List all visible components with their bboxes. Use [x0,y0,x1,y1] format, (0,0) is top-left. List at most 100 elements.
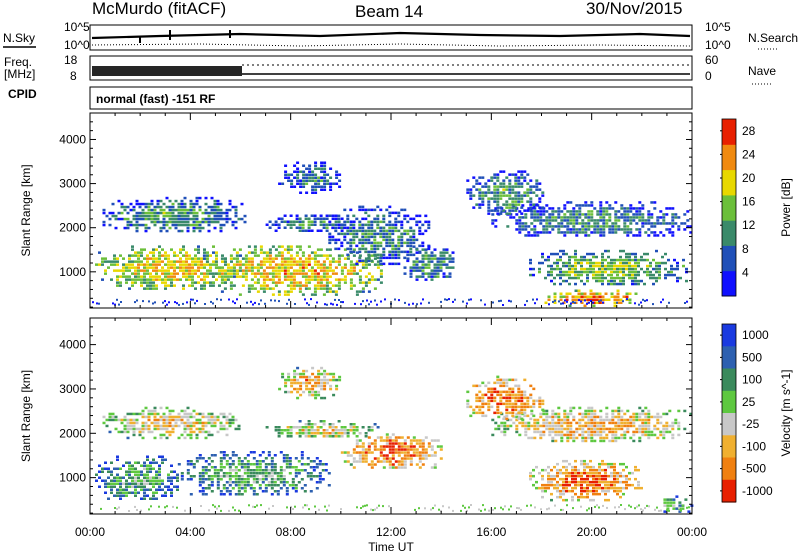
power-echo-region [403,245,455,281]
power-echo-region [491,201,693,237]
colorbar-tick-label: 100 [742,373,762,387]
colorbar-swatch [722,324,736,347]
power-ground-scatter [92,298,688,306]
power-colorbar-label: Power [dB] [779,178,793,237]
power-echo-region [466,170,545,215]
velocity-data-layer [95,366,694,513]
y-tick-label: 4000 [59,132,86,146]
power-echo-region [529,249,688,286]
colorbar-tick-label: -100 [742,439,766,453]
x-tick-label: 12:00 [376,525,406,539]
nave-tick-bottom: 0 [705,69,712,83]
cpid-panel: normal (fast) -151 RF [89,86,693,110]
noise-tick-bottom-right: 10^0 [705,38,731,52]
x-tick-label: 00:00 [75,525,105,539]
nave-label: Nave [748,64,776,78]
vel-echo-region [529,459,643,502]
freq-tick-bottom: 8 [70,69,77,83]
colorbar-tick-label: 24 [742,147,756,161]
y-tick-label: 2000 [59,426,86,440]
freq-label-1: Freq. [4,55,32,69]
nave-tick-top: 60 [705,53,719,67]
colorbar-swatch [722,220,736,246]
noise-panel: 10^5 10^0 10^5 10^0 N.Sky N.Search [3,20,798,52]
freq-label-2: [MHz] [4,67,35,81]
power-echo-region [544,289,638,307]
colorbar-tick-label: -25 [742,417,760,431]
power-echo-region [202,245,383,296]
beam-title: Beam 14 [355,2,423,21]
velocity-x-ticks [89,318,693,514]
velocity-panel: 1000 2000 3000 4000 Slant Range [km] 1000 50… [19,317,793,515]
x-tick-label: 20:00 [577,525,607,539]
y-tick-label: 2000 [59,221,86,235]
y-tick-label: 1000 [59,265,86,279]
power-y-label: Slant Range [km] [19,164,33,256]
freq-tick-top: 18 [64,53,78,67]
colorbar-swatch [722,144,736,171]
vel-echo-region [340,433,443,469]
noise-tick-bottom-left: 10^0 [64,38,90,52]
colorbar-frame [721,118,737,297]
y-tick-label: 3000 [59,177,86,191]
station-title: McMurdo (fitACF) [92,0,226,18]
y-tick-label: 3000 [59,382,86,396]
colorbar-swatch [722,346,736,370]
colorbar-swatch [722,169,736,196]
colorbar-tick-label: 12 [742,218,756,232]
power-echo-region [95,245,242,290]
power-y-ticks: 1000 2000 3000 4000 [59,112,692,308]
colorbar-swatch [722,270,736,297]
vel-echo-region [491,406,693,443]
colorbar-tick-label: 4 [742,265,749,279]
colorbar-tick-label: -500 [742,462,766,476]
freq-nave-panel: 18 8 60 0 Freq. [MHz] Nave CPID [4,53,776,101]
cpid-label: CPID [8,87,37,101]
colorbar-tick-label: 25 [742,395,756,409]
colorbar-swatch [722,479,736,503]
power-panel: 1000 2000 3000 4000 Slant Range [km] 4 8 12 16… [19,112,793,309]
x-tick-label: 16:00 [476,525,506,539]
noise-tick-top-right: 10^5 [705,20,731,34]
colorbar-swatch [722,413,736,436]
x-axis-title: Time UT [368,540,414,554]
cpid-value: normal (fast) -151 RF [96,92,215,106]
colorbar-tick-label: 28 [742,124,756,138]
vel-echo-region [278,366,342,400]
power-echo-region [265,214,356,232]
colorbar-swatch [722,119,736,145]
x-tick-label: 00:00 [677,525,707,539]
noise-tick-top-left: 10^5 [64,20,90,34]
colorbar-tick-label: 8 [742,242,749,256]
date-title: 30/Nov/2015 [586,0,682,18]
colorbar-tick-label: -1000 [742,484,773,498]
velocity-colorbar: 1000 500 100 25 -25 -100 -500 -1000 [720,323,773,503]
velocity-y-ticks: 1000 2000 3000 4000 [59,317,692,514]
power-echo-region [328,205,431,266]
colorbar-tick-label: 20 [742,171,756,185]
colorbar-swatch [722,390,736,414]
vel-ground-scatter [100,504,690,512]
colorbar-tick-label: 1000 [742,328,769,342]
colorbar-swatch [722,457,736,481]
x-tick-label: 08:00 [276,525,306,539]
vel-echo-region [466,375,545,421]
colorbar-swatch [722,435,736,459]
power-echo-region [278,161,342,194]
nsearch-label: N.Search [748,31,798,45]
nsky-label: N.Sky [3,31,35,45]
time-axis-labels: 00:00 04:00 08:00 12:00 16:00 20:00 00:00 [75,525,707,539]
velocity-colorbar-label: Velocity [m s^-1] [779,370,793,457]
vel-echo-region [102,406,241,440]
colorbar-swatch [722,194,736,221]
x-tick-label: 04:00 [175,525,205,539]
vel-echo-region [265,420,380,438]
colorbar-tick-label: 16 [742,195,756,209]
power-colorbar: 4 8 12 16 20 24 28 [720,118,756,297]
power-x-ticks [89,113,693,308]
vel-echo-region [177,451,331,496]
y-tick-label: 1000 [59,471,86,485]
power-echo-region [102,196,247,233]
vel-echo-region [95,455,179,500]
